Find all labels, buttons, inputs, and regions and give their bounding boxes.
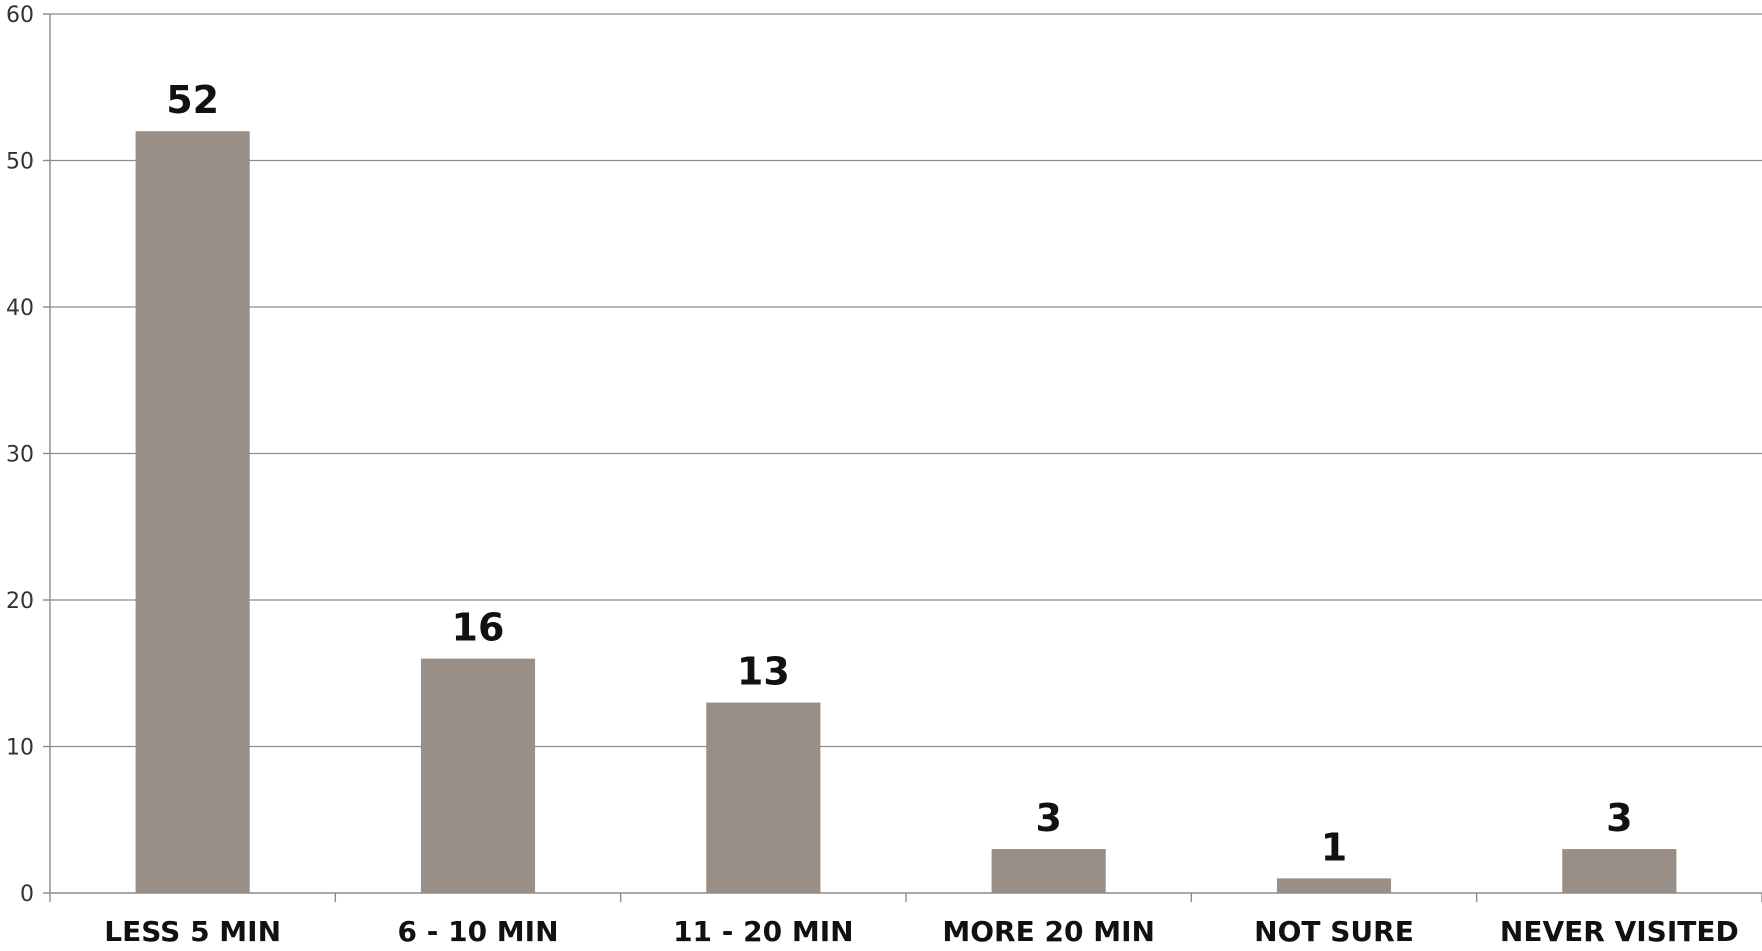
y-axis-ticks: 0 10 20 30 40 50 60 — [6, 3, 50, 907]
y-tick-label: 50 — [6, 150, 34, 175]
x-axis — [49, 14, 1762, 902]
bar-0 — [135, 131, 250, 893]
x-tick-label: NOT SURE — [1254, 915, 1414, 948]
data-label: 16 — [452, 606, 505, 650]
data-label: 1 — [1321, 825, 1347, 869]
y-tick-label: 20 — [6, 589, 34, 614]
x-tick-label: NEVER VISITED — [1500, 915, 1739, 948]
y-tick-label: 40 — [6, 296, 34, 321]
data-label: 13 — [737, 650, 790, 694]
bar-5 — [1562, 849, 1677, 893]
x-tick-label: LESS 5 MIN — [104, 915, 281, 948]
x-axis-tick-labels: LESS 5 MIN 6 - 10 MIN 11 - 20 MIN MORE 20 M… — [104, 915, 1738, 948]
gridlines — [50, 13, 1762, 748]
data-label: 52 — [166, 78, 219, 122]
bar-3 — [991, 849, 1106, 893]
bar-1 — [420, 658, 536, 893]
y-tick-label: 0 — [20, 882, 34, 907]
x-tick-label: MORE 20 MIN — [942, 915, 1155, 948]
y-tick-label: 30 — [6, 443, 34, 468]
x-tick-label: 6 - 10 MIN — [397, 915, 558, 948]
bar-2 — [706, 702, 821, 893]
y-tick-label: 10 — [6, 736, 34, 761]
data-label: 3 — [1035, 796, 1061, 840]
data-label: 3 — [1606, 796, 1632, 840]
bar-4 — [1276, 878, 1392, 893]
bars — [135, 131, 1677, 893]
x-tick-label: 11 - 20 MIN — [673, 915, 854, 948]
y-tick-label: 60 — [6, 3, 34, 28]
